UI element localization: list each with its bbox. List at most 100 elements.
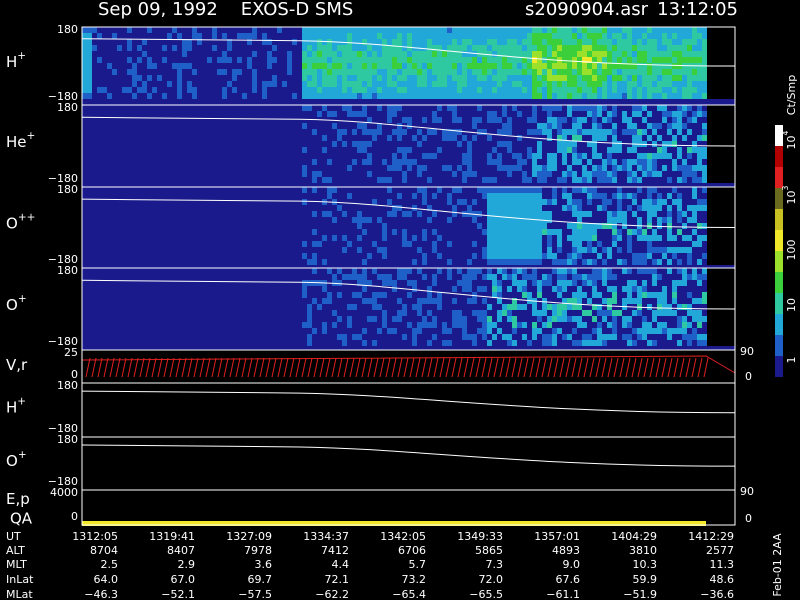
spectrogram-cell	[727, 111, 732, 117]
spectrogram-cell	[532, 69, 537, 75]
spectrogram-cell	[702, 316, 707, 322]
spectrogram-cell	[587, 129, 592, 135]
spectrogram-cell	[707, 105, 712, 111]
spectrogram-cell	[362, 274, 367, 280]
spectrogram-cell	[332, 57, 337, 63]
footer-row-name: MLat	[6, 588, 33, 600]
spectrogram-cell	[517, 81, 522, 87]
spectrogram-cell	[667, 111, 672, 117]
spectrogram-cell	[302, 75, 307, 81]
spectrogram-cell	[462, 171, 467, 177]
spectrogram-cell	[567, 199, 572, 205]
spectrogram-cell	[502, 93, 507, 99]
spectrogram-cell	[652, 259, 657, 265]
spectrogram-cell	[427, 27, 432, 33]
spectrogram-cell	[557, 63, 562, 69]
spectrogram-cell	[552, 159, 557, 165]
spectrogram-cell	[327, 69, 332, 75]
spectrogram-cell	[437, 39, 442, 45]
spectrogram-cell	[252, 51, 257, 57]
spectrogram-cell	[687, 81, 692, 87]
spectrogram-cell	[377, 33, 382, 39]
spectrogram-cell	[717, 310, 722, 316]
spectrogram-cell	[327, 75, 332, 81]
spectrogram-cell	[712, 171, 717, 177]
spectrogram-cell	[442, 57, 447, 63]
spectrogram-cell	[712, 259, 717, 265]
spectrogram-cell	[457, 93, 462, 99]
spectrogram-cell	[567, 141, 572, 147]
spectrogram-cell	[432, 211, 437, 217]
spectrogram-cell	[397, 147, 402, 153]
spectrogram-cell	[612, 241, 617, 247]
spectrogram-cell	[402, 229, 407, 235]
spectrogram-cell	[712, 247, 717, 253]
spectrogram-cell	[482, 286, 487, 292]
spectrogram-cell	[237, 33, 242, 39]
spectrogram-cell	[472, 93, 477, 99]
spectrogram-cell	[622, 69, 627, 75]
spectrogram-cell	[382, 229, 387, 235]
spectrogram-cell	[507, 229, 512, 235]
spectrogram-cell	[587, 229, 592, 235]
spectrogram-cell	[722, 334, 727, 340]
spectrogram-cell	[497, 159, 502, 165]
spectrogram-cell	[482, 75, 487, 81]
spectrogram-cell	[547, 322, 552, 328]
spectrogram-cell	[467, 141, 472, 147]
spectrogram-cell	[422, 87, 427, 93]
spectrogram-cell	[537, 171, 542, 177]
spectrogram-cell	[247, 33, 252, 39]
spectrogram-cell	[627, 129, 632, 135]
spectrogram-cell	[637, 205, 642, 211]
spectrogram-cell	[577, 177, 582, 183]
spectrogram-cell	[527, 193, 532, 199]
spectrogram-cell	[87, 45, 92, 51]
spectrogram-cell	[212, 45, 217, 51]
spectrogram-cell	[307, 69, 312, 75]
spectrogram-cell	[717, 199, 722, 205]
spectrogram-cell	[577, 241, 582, 247]
spectrogram-cell	[307, 310, 312, 316]
spectrogram-cell	[417, 69, 422, 75]
spectrogram-cell	[662, 93, 667, 99]
spectrogram-cell	[467, 75, 472, 81]
spectrogram-cell	[557, 51, 562, 57]
spectrogram-cell	[97, 57, 102, 63]
spectrogram-cell	[657, 33, 662, 39]
spectrogram-cell	[622, 286, 627, 292]
spectrogram-cell	[682, 328, 687, 334]
spectrogram-cell	[347, 39, 352, 45]
spectrogram-cell	[697, 135, 702, 141]
spectrogram-cell	[672, 33, 677, 39]
spectrogram-cell	[702, 165, 707, 171]
spectrogram-cell	[432, 27, 437, 33]
spectrogram-cell	[367, 253, 372, 259]
spectrogram-cell	[497, 229, 502, 235]
spectrogram-cell	[507, 205, 512, 211]
spectrogram-cell	[577, 235, 582, 241]
spectrogram-cell	[487, 259, 492, 265]
spectrogram-cell	[727, 129, 732, 135]
spectrogram-cell	[352, 217, 357, 223]
spectrogram-cell	[687, 27, 692, 33]
spectrogram-cell	[512, 211, 517, 217]
spectrogram-cell	[682, 81, 687, 87]
spectrogram-cell	[357, 211, 362, 217]
spectrogram-cell	[647, 27, 652, 33]
footer-value: −51.9	[623, 588, 657, 600]
spectrogram-cell	[537, 328, 542, 334]
spectrogram-cell	[492, 292, 497, 298]
spectrogram-cell	[672, 235, 677, 241]
spectrogram-cell	[507, 334, 512, 340]
spectrogram-cell	[362, 39, 367, 45]
spectrogram-cell	[677, 87, 682, 93]
footer-value: 10.3	[633, 558, 658, 571]
spectrogram-cell	[562, 274, 567, 280]
spectrogram-cell	[357, 111, 362, 117]
panel-label-sup: +	[17, 50, 26, 62]
spectrogram-cell	[587, 177, 592, 183]
spectrogram-cell	[687, 93, 692, 99]
spectrogram-cell	[722, 193, 727, 199]
spectrogram-cell	[612, 147, 617, 153]
